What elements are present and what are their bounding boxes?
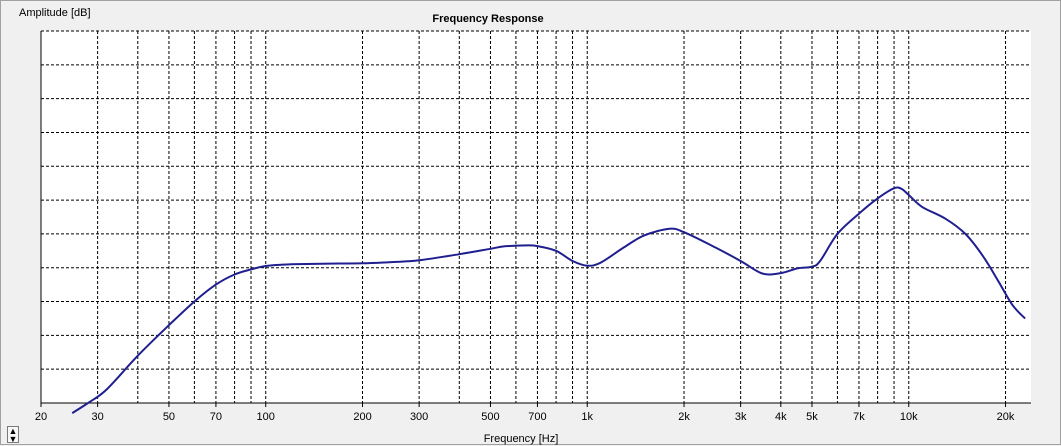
x-tick-label: 70 [210, 411, 222, 423]
x-tick-label: 3k [735, 411, 747, 423]
x-tick-label: 2k [678, 411, 690, 423]
chart-title: Frequency Response [432, 13, 543, 25]
x-tick-label: 20k [997, 411, 1015, 423]
scroll-button[interactable]: ▲ ▼ [7, 426, 19, 444]
x-axis-label: Frequency [Hz] [484, 433, 559, 445]
x-tick-label: 300 [410, 411, 428, 423]
series-line [71, 186, 1026, 414]
x-tick-label: 4k [775, 411, 787, 423]
x-tick-label: 7k [853, 411, 865, 423]
arrow-up-icon: ▲ [8, 426, 18, 436]
x-tick-label: 5k [806, 411, 818, 423]
x-tick-label: 700 [528, 411, 546, 423]
y-axis-label: Amplitude [dB] [19, 7, 91, 19]
x-tick-label: 1k [581, 411, 593, 423]
x-tick-label: 20 [35, 411, 47, 423]
x-tick-label: 200 [353, 411, 371, 423]
x-tick-label: 30 [91, 411, 103, 423]
x-tick-label: 50 [163, 411, 175, 423]
plot-area [41, 31, 1031, 403]
x-tick-label: 100 [257, 411, 275, 423]
arrow-down-icon: ▼ [8, 434, 18, 444]
x-tick-label: 10k [900, 411, 918, 423]
x-tick-label: 500 [481, 411, 499, 423]
